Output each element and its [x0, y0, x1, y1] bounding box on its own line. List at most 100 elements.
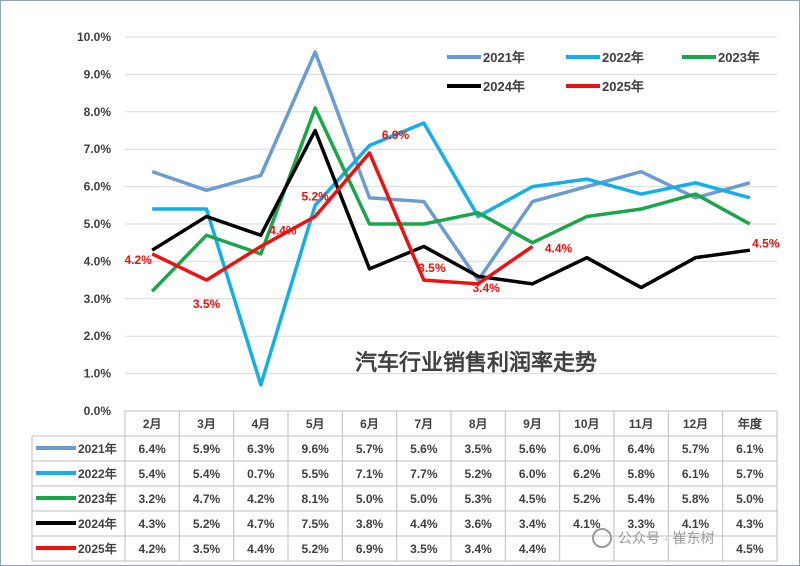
- table-cell: 4.1%: [573, 517, 601, 531]
- y-tick-label: 5.0%: [84, 217, 112, 231]
- y-tick-label: 10.0%: [77, 30, 111, 44]
- table-cell: 5.7%: [736, 467, 764, 481]
- data-label: 3.5%: [418, 261, 446, 275]
- legend-label: 2024年: [483, 79, 525, 94]
- y-tick-label: 0.0%: [84, 404, 112, 418]
- table-cell: 5.2%: [301, 542, 329, 556]
- data-label: 5.2%: [301, 190, 329, 204]
- table-cell: 6.2%: [573, 467, 601, 481]
- table-cell: 4.4%: [519, 542, 547, 556]
- table-cell: 5.8%: [627, 467, 655, 481]
- table-cell: 7.1%: [356, 467, 384, 481]
- table-cell: 5.8%: [682, 492, 710, 506]
- table-cell: 5.7%: [682, 442, 710, 456]
- y-tick-label: 4.0%: [84, 254, 112, 268]
- table-cell: 4.4%: [410, 517, 438, 531]
- x-tick-label: 12月: [683, 417, 708, 431]
- table-cell: 9.6%: [301, 442, 329, 456]
- table-cell: 4.7%: [193, 492, 221, 506]
- table-cell: 5.4%: [193, 467, 221, 481]
- series-line-2021年: [151, 50, 751, 282]
- table-cell: 3.4%: [464, 542, 492, 556]
- data-label: 4.2%: [124, 253, 152, 267]
- table-cell: 4.7%: [247, 517, 275, 531]
- data-label: 4.4%: [269, 223, 297, 237]
- table-cell: 6.3%: [247, 442, 275, 456]
- x-tick-label: 5月: [306, 417, 325, 431]
- table-cell: 5.0%: [410, 492, 438, 506]
- x-tick-label: 6月: [360, 417, 379, 431]
- table-cell: 7.5%: [301, 517, 329, 531]
- data-label: 6.9%: [382, 128, 410, 142]
- table-cell: 3.5%: [193, 542, 221, 556]
- table-cell: 4.1%: [682, 517, 710, 531]
- legend-label: 2021年: [483, 50, 525, 65]
- table-cell: 5.7%: [356, 442, 384, 456]
- table-cell: 4.5%: [519, 492, 547, 506]
- table-cell: 5.3%: [464, 492, 492, 506]
- table-cell: 4.5%: [736, 542, 764, 556]
- table-row-label: 2023年: [78, 491, 117, 506]
- table-cell: 7.7%: [410, 467, 438, 481]
- table-cell: 5.9%: [193, 442, 221, 456]
- table-cell: 6.1%: [682, 467, 710, 481]
- y-tick-label: 6.0%: [84, 180, 112, 194]
- table-cell: 5.4%: [138, 467, 166, 481]
- x-tick-label: 2月: [143, 417, 162, 431]
- x-tick-label: 4月: [251, 417, 270, 431]
- table-cell: 4.2%: [138, 542, 166, 556]
- table-cell: 3.5%: [464, 442, 492, 456]
- y-tick-label: 3.0%: [84, 292, 112, 306]
- table-cell: 6.0%: [573, 442, 601, 456]
- series-line-2022年: [152, 121, 751, 387]
- y-tick-label: 2.0%: [84, 329, 112, 343]
- table-row-label: 2021年: [78, 441, 117, 456]
- series-line-2025年: [151, 151, 534, 286]
- x-tick-label: 7月: [414, 417, 433, 431]
- y-tick-label: 9.0%: [84, 67, 112, 81]
- x-tick-label: 3月: [197, 417, 216, 431]
- table-row-label: 2024年: [78, 516, 117, 531]
- table-cell: 5.5%: [301, 467, 329, 481]
- table-cell: 5.2%: [573, 492, 601, 506]
- table-cell: 5.4%: [627, 492, 655, 506]
- data-label: 3.4%: [472, 281, 500, 295]
- legend-label: 2025年: [602, 79, 644, 94]
- legend-label: 2023年: [718, 50, 760, 65]
- x-tick-label: 11月: [629, 417, 654, 431]
- chart-title: 汽车行业销售利润率走势: [355, 350, 597, 375]
- table-cell: 6.9%: [356, 542, 384, 556]
- table-cell: 3.2%: [138, 492, 166, 506]
- table-cell: 3.3%: [627, 517, 655, 531]
- data-label: 4.5%: [752, 237, 780, 251]
- wechat-icon: [592, 528, 612, 548]
- table-cell: 8.1%: [301, 492, 329, 506]
- table-cell: 6.1%: [736, 442, 764, 456]
- table-row-label: 2022年: [78, 466, 117, 481]
- table-cell: 3.4%: [519, 517, 547, 531]
- series-line-2023年: [150, 106, 751, 293]
- table-cell: 4.2%: [247, 492, 275, 506]
- watermark: 公众号 · 崔东树: [618, 530, 714, 546]
- y-tick-label: 1.0%: [84, 367, 112, 381]
- table-cell: 4.3%: [138, 517, 166, 531]
- x-tick-label: 10月: [574, 417, 599, 431]
- x-tick-label: 9月: [523, 417, 542, 431]
- series-line-2024年: [151, 128, 751, 290]
- table-cell: 4.3%: [736, 517, 764, 531]
- table-cell: 3.8%: [356, 517, 384, 531]
- table-cell: 5.6%: [519, 442, 547, 456]
- table-cell: 5.6%: [410, 442, 438, 456]
- data-label: 3.5%: [193, 297, 221, 311]
- y-tick-label: 8.0%: [84, 105, 112, 119]
- table-cell: 5.0%: [736, 492, 764, 506]
- y-tick-label: 7.0%: [84, 142, 112, 156]
- table-cell: 6.0%: [519, 467, 547, 481]
- table-row-label: 2025年: [78, 541, 117, 556]
- table-cell: 3.6%: [464, 517, 492, 531]
- data-label: 4.4%: [545, 241, 573, 255]
- legend-label: 2022年: [602, 50, 644, 65]
- table-cell: 0.7%: [247, 467, 275, 481]
- table-cell: 6.4%: [627, 442, 655, 456]
